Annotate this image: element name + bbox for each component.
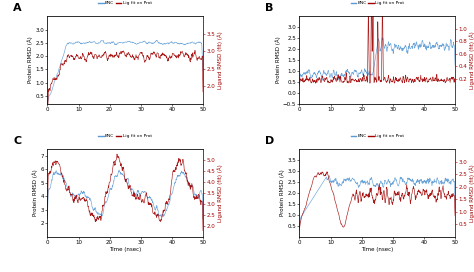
X-axis label: Time (nsec): Time (nsec): [109, 246, 141, 252]
Legend: BNC, Lig fit on Prot: BNC, Lig fit on Prot: [349, 132, 406, 140]
Text: A: A: [13, 3, 22, 13]
Y-axis label: Ligand RMSD (fit) (Å): Ligand RMSD (fit) (Å): [469, 164, 474, 222]
Text: B: B: [265, 3, 273, 13]
Text: C: C: [13, 136, 21, 146]
Y-axis label: Protein RMSD (Å): Protein RMSD (Å): [27, 37, 33, 84]
Y-axis label: Protein RMSD (Å): Protein RMSD (Å): [280, 169, 285, 216]
Y-axis label: Ligand RMSD (fit) (Å): Ligand RMSD (fit) (Å): [217, 164, 223, 222]
Legend: BNC, Lig fit on Prot: BNC, Lig fit on Prot: [349, 0, 406, 7]
Y-axis label: Ligand RMSD (fit) (Å): Ligand RMSD (fit) (Å): [217, 31, 223, 89]
Text: D: D: [265, 136, 274, 146]
Y-axis label: Protein RMSD (Å): Protein RMSD (Å): [275, 37, 281, 84]
Legend: BNC, Lig fit on Prot: BNC, Lig fit on Prot: [97, 0, 154, 7]
Y-axis label: Protein RMSD (Å): Protein RMSD (Å): [33, 169, 38, 216]
Y-axis label: Ligand RMSD (fit) (Å): Ligand RMSD (fit) (Å): [469, 31, 474, 89]
Legend: BNC, Lig fit on Prot: BNC, Lig fit on Prot: [97, 132, 154, 140]
X-axis label: Time (nsec): Time (nsec): [361, 246, 393, 252]
